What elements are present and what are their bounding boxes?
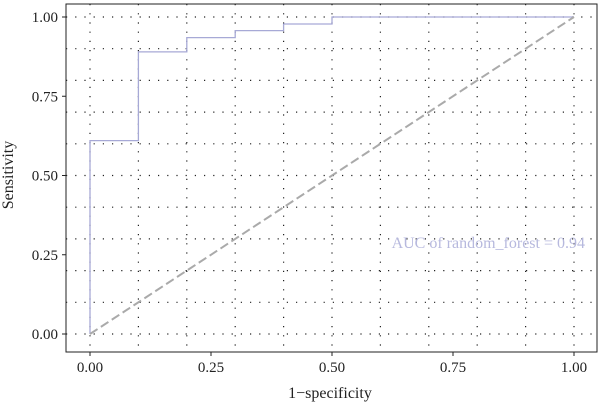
y-tick-label: 0.75 <box>32 89 58 105</box>
y-tick-label: 0.25 <box>32 248 58 264</box>
x-tick-label: 0.25 <box>198 360 224 376</box>
roc-curve <box>89 16 574 334</box>
y-tick-label: 0.00 <box>32 327 58 343</box>
y-axis-label: Sensitivity <box>0 141 17 209</box>
x-tick-label: 0.00 <box>77 360 103 376</box>
x-tick-label: 1.00 <box>561 360 587 376</box>
curves <box>89 16 575 335</box>
auc-annotation: AUC of random_forest = 0.94 <box>392 235 585 252</box>
y-tick-label: 1.00 <box>32 10 58 26</box>
ticks: 0.00 0.25 0.50 0.75 1.00 0.00 0.25 0.50 0.75 1.00 <box>32 10 587 376</box>
x-tick-label: 0.75 <box>440 360 466 376</box>
plot-background <box>66 4 597 352</box>
x-axis-label: 1−specificity <box>288 385 372 402</box>
x-tick-label: 0.50 <box>319 360 345 376</box>
chance-diagonal-line <box>89 16 575 335</box>
y-tick-label: 0.50 <box>32 169 58 185</box>
